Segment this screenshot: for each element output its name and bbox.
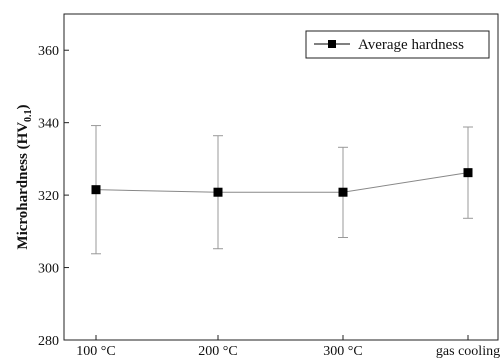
x-tick-label: gas cooling bbox=[436, 344, 500, 358]
x-axis: 100 °C 200 °C 300 °C gas cooling bbox=[76, 335, 500, 358]
x-tick-label: 100 °C bbox=[76, 344, 115, 358]
x-tick-label: 300 °C bbox=[323, 344, 362, 358]
y-axis-title: Microhardness (HV0.1) bbox=[15, 104, 34, 249]
y-tick-label: 300 bbox=[38, 262, 59, 277]
legend: Average hardness bbox=[305, 30, 490, 59]
y-tick-label: 340 bbox=[38, 117, 59, 132]
data-point bbox=[463, 168, 473, 178]
legend-label: Average hardness bbox=[358, 37, 464, 53]
y-axis-title-subscript: 0.1 bbox=[23, 109, 34, 122]
x-tick-label: 200 °C bbox=[198, 344, 237, 358]
data-point bbox=[213, 187, 223, 197]
y-tick-label: 360 bbox=[38, 44, 59, 59]
data-point bbox=[91, 185, 101, 195]
plot-area-border bbox=[63, 13, 499, 341]
data-point bbox=[338, 187, 348, 197]
y-tick-label: 320 bbox=[38, 189, 59, 204]
y-axis: 280 300 320 340 360 bbox=[38, 44, 69, 349]
y-axis-title-main: Microhardness (HV bbox=[15, 122, 31, 250]
plot-frame bbox=[63, 13, 499, 341]
y-axis-title-close: ) bbox=[15, 104, 31, 109]
y-tick-label: 280 bbox=[38, 334, 59, 349]
series-layer bbox=[91, 125, 473, 255]
series-line bbox=[95, 172, 469, 193]
legend-marker bbox=[328, 40, 336, 48]
